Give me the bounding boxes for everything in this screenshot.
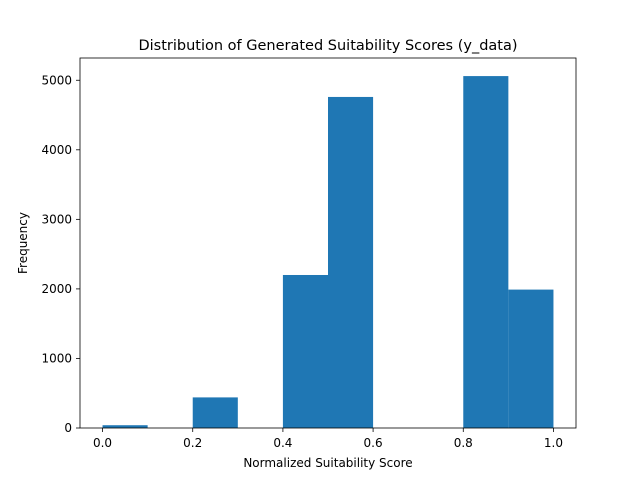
histogram-bar-2 [192, 397, 238, 428]
y-tick-label-5: 5000 [41, 73, 72, 87]
y-axis-ticks: 0 1000 2000 3000 4000 5000 [41, 73, 80, 435]
x-tick-label-2: 0.4 [273, 436, 292, 450]
y-axis-label: Frequency [16, 212, 30, 274]
histogram-bar-5 [328, 96, 374, 429]
chart-title: Distribution of Generated Suitability Sc… [138, 38, 517, 54]
plot-frame [79, 57, 577, 429]
y-tick-label-2: 2000 [41, 282, 72, 296]
histogram-bar-4 [282, 274, 328, 428]
y-tick-label-4: 4000 [41, 143, 72, 157]
y-tick-label-1: 1000 [41, 351, 72, 365]
x-tick-label-4: 0.8 [454, 436, 473, 450]
histogram-bars [102, 76, 554, 429]
histogram-bar-9 [508, 289, 554, 428]
histogram-bar-8 [463, 76, 509, 429]
y-tick-label-3: 3000 [41, 212, 72, 226]
x-axis-ticks: 0.0 0.2 0.4 0.6 0.8 1.0 [93, 428, 563, 450]
x-tick-label-5: 1.0 [544, 436, 563, 450]
x-tick-label-0: 0.0 [93, 436, 112, 450]
histogram-bar-0 [102, 425, 148, 428]
x-axis-label: Normalized Suitability Score [243, 456, 412, 470]
x-tick-label-1: 0.2 [183, 436, 202, 450]
x-tick-label-3: 0.6 [364, 436, 383, 450]
y-tick-label-0: 0 [64, 421, 72, 435]
